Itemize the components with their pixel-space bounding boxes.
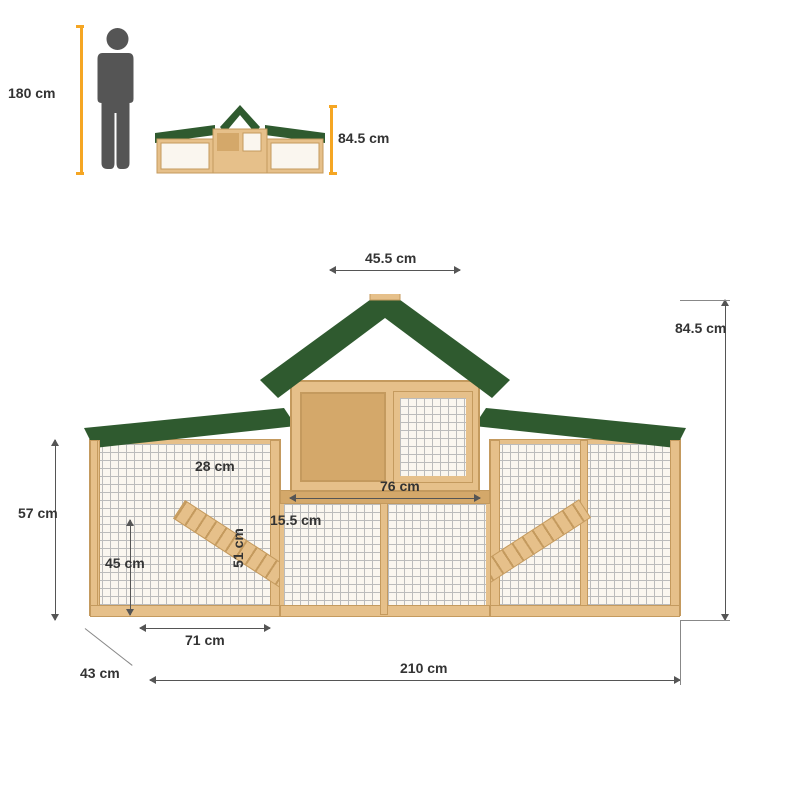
dim-depth: 43 cm: [80, 665, 120, 681]
hutch-door-mesh: [394, 392, 472, 482]
person-icon: [95, 25, 140, 175]
left-run-mesh: [90, 440, 280, 615]
frame-post: [380, 500, 388, 615]
dim-line-side-height: [55, 440, 56, 620]
product-illustration: [90, 300, 680, 650]
dim-line-roof-width: [330, 270, 460, 271]
mini-product-icon: [155, 105, 325, 175]
bar-tick: [329, 172, 337, 175]
dim-door-height: 45 cm: [105, 555, 145, 571]
frame-base: [490, 605, 680, 617]
dim-line-door-width: [140, 628, 270, 629]
dim-line-total-height: [725, 300, 726, 620]
frame-post: [580, 440, 588, 615]
dim-front-width: 76 cm: [380, 478, 420, 494]
guide-line: [680, 620, 730, 621]
dim-total-height: 84.5 cm: [675, 320, 726, 336]
bar-tick: [329, 105, 337, 108]
product-height-bar: [330, 105, 333, 175]
frame-base: [90, 605, 280, 617]
center-roof: [260, 294, 510, 404]
bar-tick: [76, 25, 84, 28]
dim-line-front-width: [290, 498, 480, 499]
guide-line: [680, 300, 730, 301]
dim-line-total-width: [150, 680, 680, 681]
person-height-bar: [80, 25, 83, 175]
left-roof: [84, 408, 296, 452]
scale-comparison: [30, 20, 450, 200]
bar-tick: [76, 172, 84, 175]
dim-door-width: 71 cm: [185, 632, 225, 648]
frame-post: [670, 440, 680, 615]
guide-line: [680, 620, 681, 685]
person-height-label: 180 cm: [8, 85, 55, 101]
product-height-label-small: 84.5 cm: [338, 130, 389, 146]
frame-post: [490, 440, 500, 615]
dim-tray-height: 15.5 cm: [270, 512, 321, 528]
dim-door-inner-top: 28 cm: [195, 458, 235, 474]
dim-ramp-length: 51 cm: [230, 528, 246, 568]
hutch-door-solid: [300, 392, 386, 482]
dim-side-height: 57 cm: [18, 505, 58, 521]
dim-total-width: 210 cm: [400, 660, 447, 676]
dim-roof-width: 45.5 cm: [365, 250, 416, 266]
frame-post: [90, 440, 98, 615]
